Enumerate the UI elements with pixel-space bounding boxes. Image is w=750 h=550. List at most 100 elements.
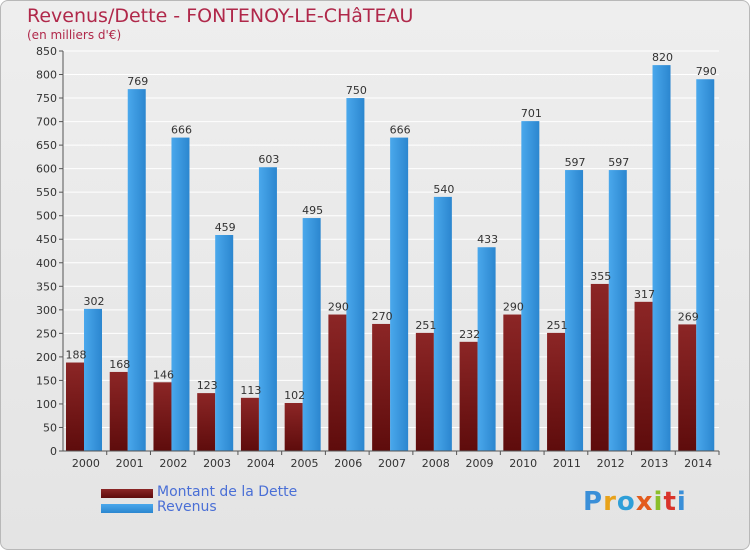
bar-dette [153,382,172,451]
x-tick-label: 2004 [247,457,275,470]
legend-swatch-revenus [101,504,153,513]
y-tick-label: 800 [36,69,57,82]
data-label-revenus: 603 [258,153,279,166]
data-label-revenus: 597 [608,156,629,169]
y-tick-label: 550 [36,186,57,199]
y-tick-label: 600 [36,163,57,176]
bar-revenus [477,247,496,451]
bar-dette [66,362,84,451]
data-label-revenus: 769 [127,75,148,88]
y-tick-label: 0 [50,445,57,458]
data-label-dette: 188 [66,349,87,362]
data-label-revenus: 540 [433,183,454,196]
bar-dette [503,314,522,451]
data-label-revenus: 750 [346,84,367,97]
data-label-revenus: 302 [84,295,105,308]
bar-dette [590,283,609,451]
x-tick-label: 2013 [640,457,668,470]
bar-dette [459,341,478,451]
bar-dette [547,332,566,451]
bar-revenus [565,170,584,451]
bar-revenus [521,121,540,451]
bar-revenus [696,79,715,451]
logo-letter: o [616,487,636,517]
y-tick-label: 200 [36,351,57,364]
y-tick-label: 100 [36,398,57,411]
y-tick-label: 850 [36,45,57,58]
data-label-dette: 102 [284,389,305,402]
bar-dette [634,301,653,451]
chart-subtitle: (en milliers d'€) [27,28,122,42]
data-label-dette: 270 [372,310,393,323]
bar-dette [284,403,303,451]
y-tick-label: 50 [43,421,57,434]
proxiti-logo: Proxiti [583,487,687,517]
x-tick-label: 2005 [291,457,319,470]
data-label-dette: 251 [547,319,568,332]
bar-dette [415,332,434,451]
x-tick-label: 2006 [334,457,362,470]
data-label-dette: 123 [197,379,218,392]
x-tick-label: 2012 [597,457,625,470]
bar-revenus [302,218,321,451]
x-tick-label: 2009 [465,457,493,470]
data-label-dette: 168 [109,358,130,371]
y-tick-label: 450 [36,233,57,246]
data-label-dette: 232 [459,328,480,341]
data-label-dette: 113 [240,384,261,397]
bar-dette [197,393,216,451]
data-label-dette: 290 [503,301,524,314]
bar-revenus [390,137,409,451]
x-tick-label: 2011 [553,457,581,470]
data-label-revenus: 666 [390,124,411,137]
y-tick-label: 350 [36,280,57,293]
bar-revenus [258,167,277,451]
logo-letter: i [676,487,687,517]
bar-revenus [84,308,102,451]
data-label-revenus: 597 [565,156,586,169]
y-tick-label: 700 [36,116,57,129]
data-label-dette: 317 [634,288,655,301]
data-label-dette: 251 [415,319,436,332]
data-label-revenus: 433 [477,233,498,246]
x-tick-label: 2000 [72,457,100,470]
bar-dette [240,397,259,451]
y-tick-label: 300 [36,304,57,317]
bar-revenus [171,137,190,451]
y-tick-label: 750 [36,92,57,105]
data-label-dette: 146 [153,368,174,381]
data-label-dette: 355 [590,270,611,283]
y-tick-label: 400 [36,257,57,270]
bar-dette [328,314,347,451]
bar-dette [109,371,128,451]
legend-swatch-dette [101,489,153,498]
data-label-dette: 290 [328,301,349,314]
bar-revenus [652,65,671,451]
data-label-dette: 269 [678,310,699,323]
y-tick-label: 500 [36,210,57,223]
logo-letter: i [653,487,664,517]
logo-letter: t [663,487,677,517]
x-tick-label: 2008 [422,457,450,470]
data-label-revenus: 495 [302,204,323,217]
logo-letter: P [583,487,604,517]
bars [66,65,715,451]
legend-label-revenus: Revenus [157,499,217,515]
x-tick-label: 2007 [378,457,406,470]
bar-revenus [127,89,146,451]
legend-label-dette: Montant de la Dette [157,484,298,500]
data-label-revenus: 701 [521,107,542,120]
data-label-revenus: 790 [696,65,717,78]
chart-title: Revenus/Dette - FONTENOY-LE-CHâTEAU [27,5,414,27]
axes: 0 50 100 150 200 250 300 350 400 450 500 550 600 650 7… [36,45,720,470]
y-tick-label: 650 [36,139,57,152]
x-tick-label: 2014 [684,457,712,470]
logo-letter: r [603,487,617,517]
logo-letter: x [635,487,654,517]
data-label-revenus: 820 [652,51,673,64]
bar-revenus [346,98,365,451]
x-tick-label: 2001 [116,457,144,470]
data-labels: 188 302 168 769 146 666 123 459 113 603 102 495 290 7… [66,51,717,402]
